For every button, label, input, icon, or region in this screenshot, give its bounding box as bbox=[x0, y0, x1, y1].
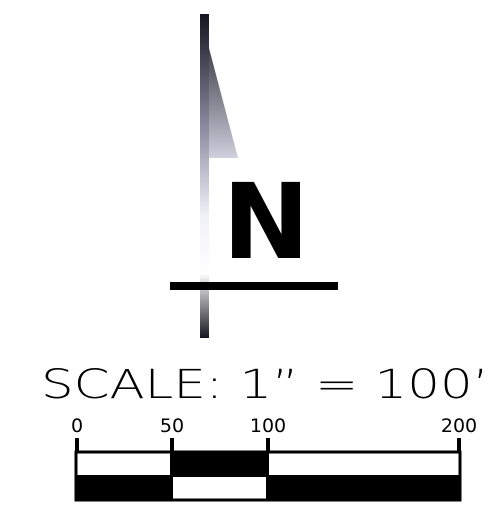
scale-label: SCALE: 1” = 100’ bbox=[41, 362, 489, 408]
tick-mark-200 bbox=[457, 438, 461, 454]
segment-bottom-0-50 bbox=[76, 476, 172, 500]
tick-label-0: 0 bbox=[71, 415, 83, 437]
scale-bar-midline bbox=[76, 475, 460, 477]
tick-mark-50 bbox=[170, 438, 174, 454]
scale-bar bbox=[74, 438, 462, 502]
north-arrow-crossbar bbox=[170, 282, 338, 290]
tick-label-50: 50 bbox=[160, 415, 184, 437]
tick-mark-100 bbox=[266, 438, 270, 454]
tick-mark-0 bbox=[75, 438, 79, 454]
north-arrow-flag bbox=[200, 14, 238, 165]
north-arrow: N bbox=[170, 14, 338, 338]
segment-bottom-100-200 bbox=[268, 476, 460, 500]
tick-label-200: 200 bbox=[441, 415, 477, 437]
scale-tick-labels: 0 50 100 200 bbox=[71, 415, 477, 437]
segment-top-50-100 bbox=[172, 452, 268, 476]
tick-label-100: 100 bbox=[250, 415, 286, 437]
north-letter: N bbox=[222, 161, 309, 283]
north-arrow-shaft bbox=[200, 14, 209, 338]
